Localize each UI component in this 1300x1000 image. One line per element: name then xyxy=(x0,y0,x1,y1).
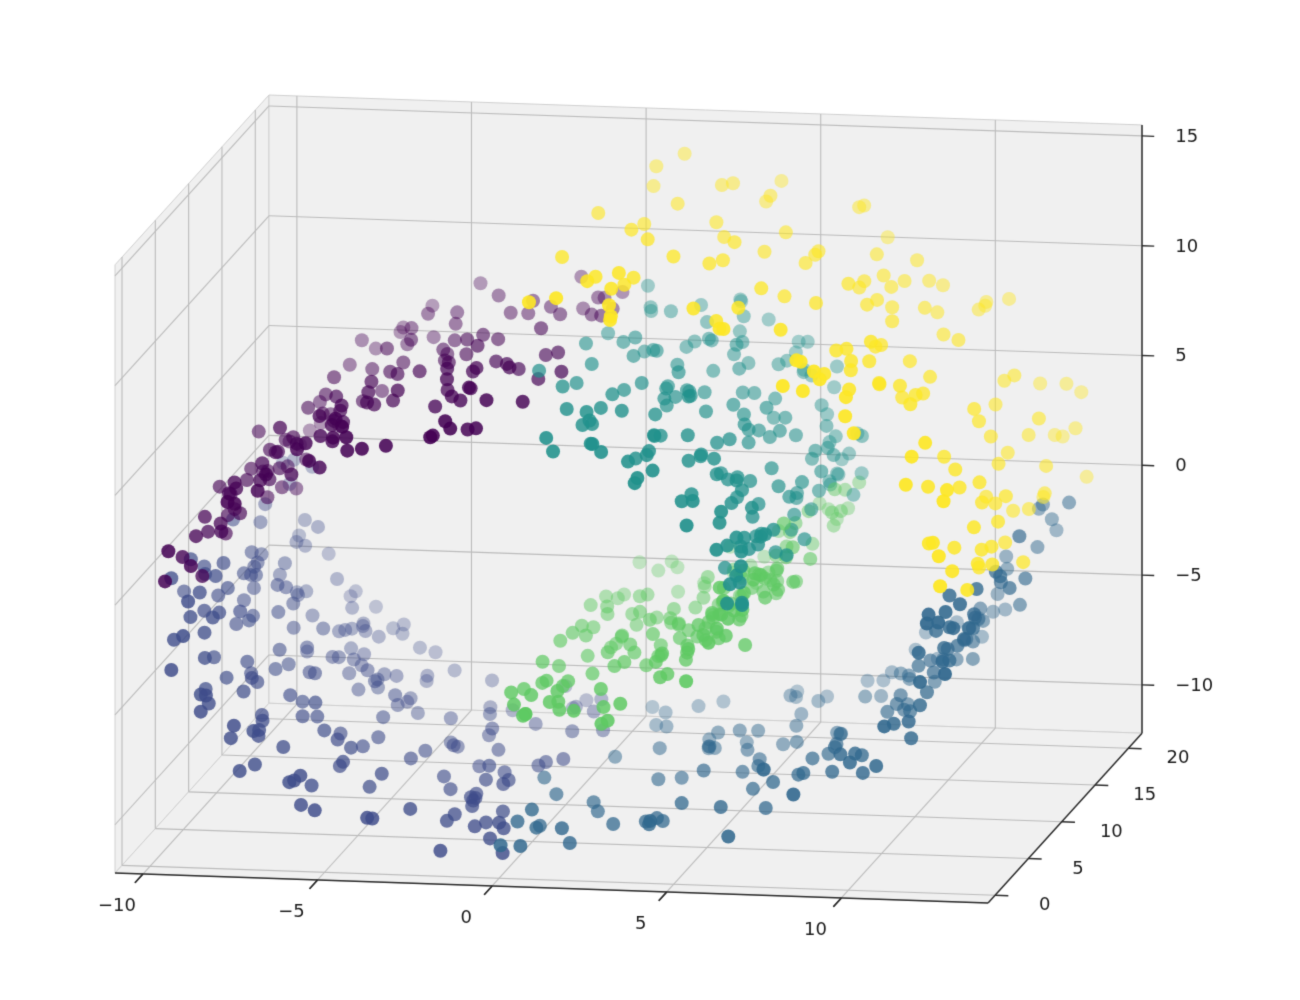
swiss-roll-3d-scatter-canvas xyxy=(0,0,1300,1000)
matplotlib-3d-figure: 3D scatter plot of a swiss-roll point cl… xyxy=(0,0,1300,1000)
